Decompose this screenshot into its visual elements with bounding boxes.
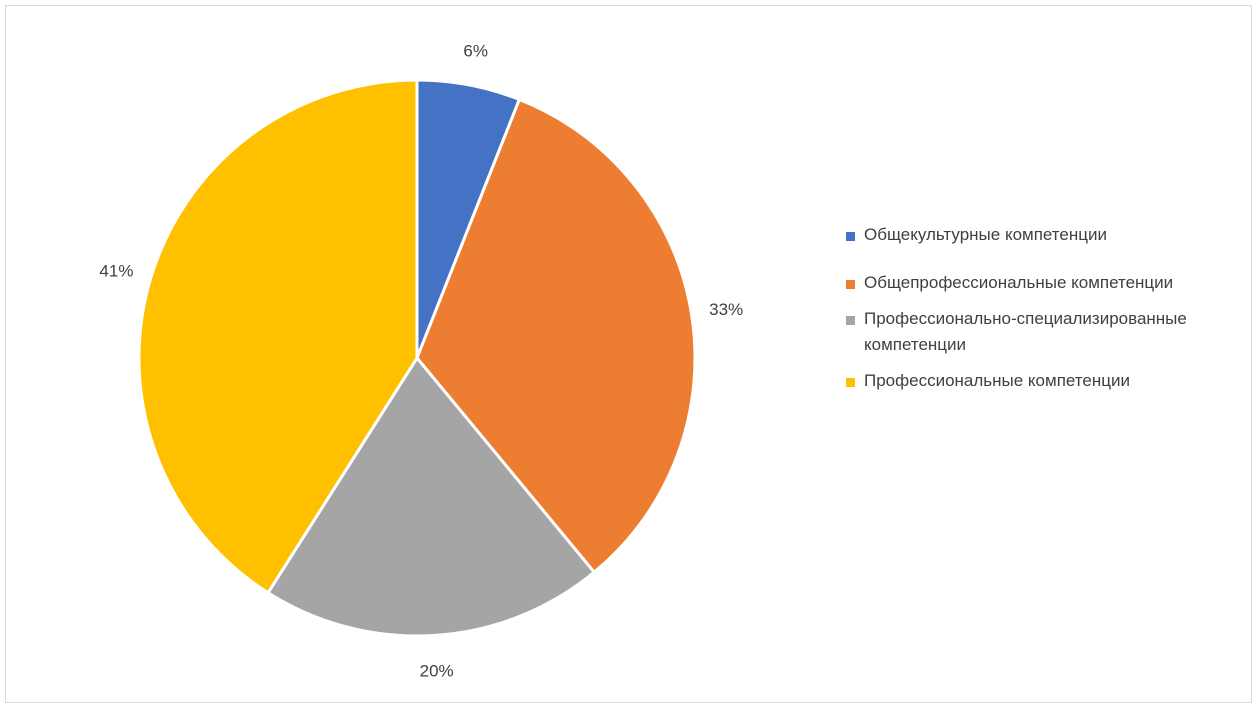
pie-slice — [137, 78, 419, 595]
legend-label: Общекультурные компетенции — [864, 225, 1107, 244]
legend: Общекультурные компетенции Общепрофессио… — [846, 222, 1246, 416]
legend-label: Профессионально-специализированные компе… — [864, 309, 1187, 354]
chart-frame: 6% 33% 20% 41% Общекультурные компетенции О… — [5, 5, 1252, 703]
pie-slices — [137, 78, 697, 638]
legend-swatch — [846, 316, 855, 325]
pie-data-label: 6% — [463, 42, 488, 61]
pie-data-label: 41% — [99, 262, 133, 281]
legend-item-general-professional: Общепрофессиональные компетенции — [846, 270, 1194, 296]
legend-swatch — [846, 232, 855, 241]
legend-item-professional: Профессиональные компетенции — [846, 368, 1246, 394]
pie-data-labels: 6% 33% 20% 41% — [99, 42, 743, 681]
pie-chart: 6% 33% 20% 41% — [99, 42, 743, 681]
pie-data-label: 20% — [420, 661, 454, 680]
pie-slice — [265, 355, 597, 638]
legend-item-professional-specialized: Профессионально-специализированные компе… — [846, 306, 1254, 358]
legend-swatch — [846, 378, 855, 387]
legend-item-general-cultural: Общекультурные компетенции — [846, 222, 1246, 248]
pie-data-label: 33% — [709, 300, 743, 319]
pie-slice — [415, 97, 697, 575]
legend-label: Общепрофессиональные компетенции — [864, 273, 1174, 292]
legend-label: Профессиональные компетенции — [864, 371, 1130, 390]
legend-swatch — [846, 280, 855, 289]
